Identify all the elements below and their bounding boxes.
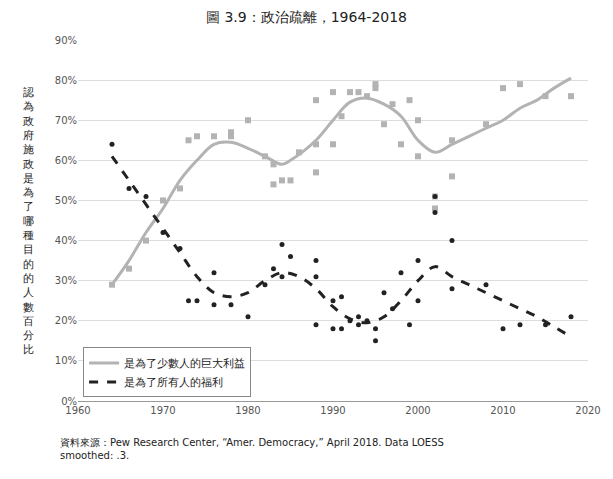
svg-text:認為政府施政是為了哪種目的的人數百分比: 認為政府施政是為了哪種目的的人數百分比 <box>23 86 34 356</box>
svg-text:1970: 1970 <box>150 405 175 416</box>
svg-text:1990: 1990 <box>320 405 345 416</box>
svg-text:20%: 20% <box>55 315 77 326</box>
svg-text:80%: 80% <box>55 75 77 86</box>
svg-text:10%: 10% <box>55 355 77 366</box>
svg-text:0%: 0% <box>61 396 77 407</box>
svg-text:90%: 90% <box>55 35 77 46</box>
svg-text:2020: 2020 <box>575 405 600 416</box>
svg-text:2000: 2000 <box>405 405 430 416</box>
svg-text:50%: 50% <box>55 195 77 206</box>
svg-text:60%: 60% <box>55 155 77 166</box>
svg-text:是為了少數人的巨大利益: 是為了少數人的巨大利益 <box>124 357 245 370</box>
svg-text:1980: 1980 <box>235 405 260 416</box>
svg-text:2010: 2010 <box>490 405 515 416</box>
svg-text:1960: 1960 <box>65 405 90 416</box>
svg-text:70%: 70% <box>55 115 77 126</box>
svg-text:40%: 40% <box>55 235 77 246</box>
svg-text:是為了所有人的福利: 是為了所有人的福利 <box>124 376 223 389</box>
svg-text:圖 3.9：政治疏離，1964-2018: 圖 3.9：政治疏離，1964-2018 <box>206 9 407 25</box>
svg-text:30%: 30% <box>55 275 77 286</box>
svg-text:資料來源：Pew Research Center, “Ame: 資料來源：Pew Research Center, “Amer. Democra… <box>60 437 444 461</box>
